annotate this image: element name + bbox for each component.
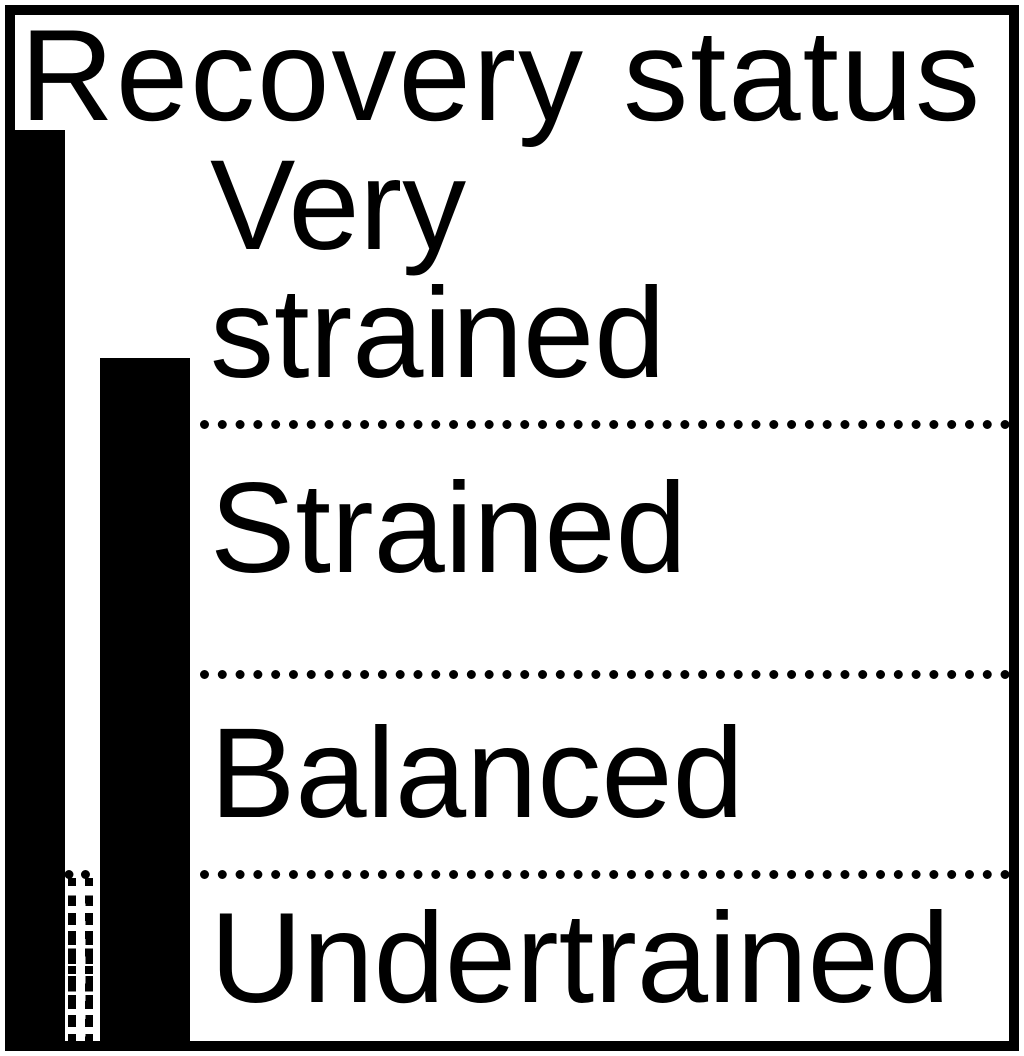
zone-label-undertrained: Undertrained: [210, 885, 950, 1032]
zone-label-very-strained-line2: strained: [210, 260, 665, 407]
zone-divider: [200, 870, 1010, 879]
zone-divider: [200, 670, 1010, 679]
zone-label-strained: Strained: [210, 455, 687, 602]
zone-divider: [200, 420, 1010, 429]
hatched-region: [15, 878, 93, 1042]
chart-title: Recovery status: [20, 0, 982, 150]
recovery-status-chart: Recovery status Very strained Strained B…: [0, 0, 1024, 1056]
zone-label-very-strained-line1: Very: [210, 132, 466, 279]
zone-label-balanced: Balanced: [210, 700, 744, 847]
bar: [100, 358, 190, 1042]
